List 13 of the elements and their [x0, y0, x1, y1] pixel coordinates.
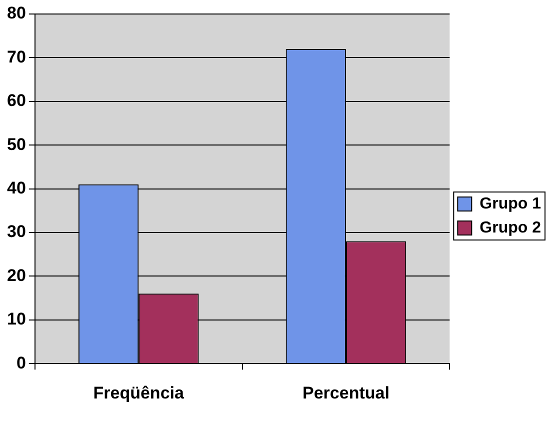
y-tick-label: 60: [6, 91, 26, 110]
legend-label: Grupo 1: [480, 195, 542, 212]
y-tick-label: 70: [6, 47, 26, 66]
y-tick-label: 20: [6, 266, 26, 285]
y-tick-label: 0: [16, 353, 26, 372]
y-tick-label: 10: [6, 310, 26, 329]
y-tick-label: 40: [6, 178, 26, 198]
y-tick-label: 30: [6, 222, 26, 242]
x-tick-label: Freqüência: [93, 383, 184, 402]
y-tick-label: 50: [6, 134, 26, 154]
x-tick-label: Percentual: [302, 383, 390, 402]
legend-label: Grupo 2: [480, 219, 542, 236]
y-tick-label: 80: [6, 4, 26, 23]
